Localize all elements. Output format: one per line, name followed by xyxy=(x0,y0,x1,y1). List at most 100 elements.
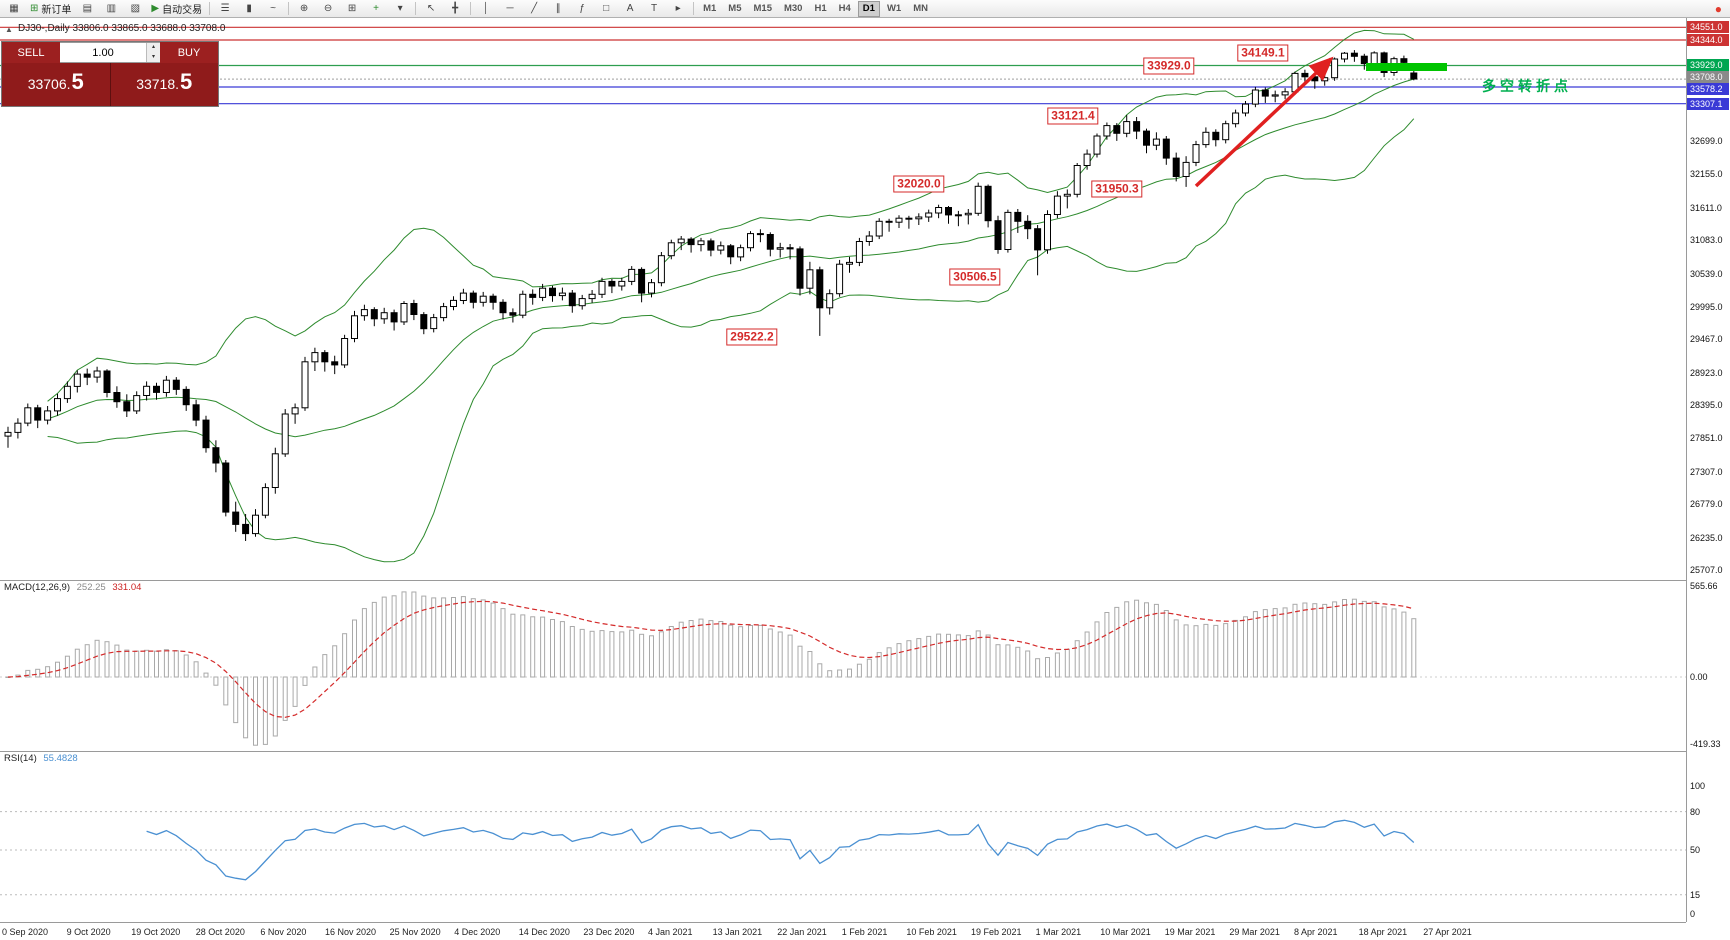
navigator-icon[interactable]: ▧ xyxy=(124,0,146,17)
price-axis[interactable]: 32699.0 32155.0 31611.0 31083.0 30539.0 29995… xyxy=(1686,18,1730,922)
alert-icon[interactable]: ● xyxy=(1714,1,1722,16)
price-level-badge: 34551.0 xyxy=(1687,21,1729,34)
label-icon[interactable]: T xyxy=(643,0,665,17)
toolbar-separator xyxy=(209,2,211,15)
profiles-icon: ▤ xyxy=(82,2,93,14)
indicator-dropdown-icon: ▾ xyxy=(397,2,403,14)
chart-note[interactable]: 多空转折点 xyxy=(1482,78,1572,94)
new-order-button-label: 新订单 xyxy=(41,5,72,16)
price-axis-label: 32155.0 xyxy=(1690,169,1723,180)
price-annotation[interactable]: 33121.4 xyxy=(1047,107,1099,125)
timeframe-w1-button[interactable]: W1 xyxy=(886,3,902,14)
date-axis-label: 19 Feb 2021 xyxy=(971,927,1022,937)
rsi-axis-label: 80 xyxy=(1690,806,1701,817)
price-annotation[interactable]: 31950.3 xyxy=(1091,180,1143,198)
crosshair-icon[interactable]: ╋ xyxy=(444,0,466,17)
date-axis-label: 29 Mar 2021 xyxy=(1229,927,1280,937)
price-annotation[interactable]: 32020.0 xyxy=(893,175,945,193)
one-click-collapse-icon[interactable]: ▲ xyxy=(5,25,13,34)
indicator-dropdown-icon[interactable]: ▾ xyxy=(389,0,411,17)
fibonacci-icon: ƒ xyxy=(579,2,585,14)
arrows-tool-icon: ▸ xyxy=(675,2,681,14)
tile-windows-icon[interactable]: ⊞ xyxy=(341,0,363,17)
tile-windows-icon: ⊞ xyxy=(347,2,357,14)
date-axis-label: 0 Sep 2020 xyxy=(2,927,49,937)
bar-chart-type-icon: ☰ xyxy=(220,2,230,14)
toolbar-separator xyxy=(470,2,472,15)
price-axis-label: 29467.0 xyxy=(1690,334,1723,345)
cursor-icon[interactable]: ↖ xyxy=(420,0,442,17)
date-axis-label: 1 Feb 2021 xyxy=(841,927,888,937)
channel-icon[interactable]: ∥ xyxy=(547,0,569,17)
one-click-trading-panel: SELL ▴ ▾ BUY 33706.5 33718.5 xyxy=(2,42,218,106)
sell-button[interactable]: SELL xyxy=(2,42,60,63)
autotrading-icon: ▶ xyxy=(151,2,160,14)
chart-symbol-title: DJ30-,Daily 33806.0 33865.0 33688.0 3370… xyxy=(18,23,226,34)
indicators-icon[interactable]: + xyxy=(365,0,387,17)
rsi-panel[interactable] xyxy=(0,751,1686,921)
date-axis-label: 13 Jan 2021 xyxy=(712,927,763,937)
buy-button[interactable]: BUY xyxy=(160,42,218,63)
timeframe-d1-button[interactable]: D1 xyxy=(857,0,880,17)
vertical-line-icon[interactable]: │ xyxy=(475,0,497,17)
autotrading-button-label: 自动交易 xyxy=(162,5,203,16)
zoom-out-icon[interactable]: ⊖ xyxy=(317,0,339,17)
date-axis-label: 25 Nov 2020 xyxy=(389,927,441,937)
date-axis-label: 10 Mar 2021 xyxy=(1100,927,1151,937)
rsi-axis-label: 15 xyxy=(1690,889,1701,900)
price-axis-label: 29995.0 xyxy=(1690,301,1723,312)
price-axis-label: 26235.0 xyxy=(1690,532,1723,543)
date-axis-label: 1 Mar 2021 xyxy=(1035,927,1082,937)
price-axis-label: 28395.0 xyxy=(1690,400,1723,411)
price-annotation[interactable]: 29522.2 xyxy=(726,328,778,346)
date-axis-label: 9 Oct 2020 xyxy=(66,927,111,937)
market-watch-icon[interactable]: ▥ xyxy=(100,0,122,17)
buy-price[interactable]: 33718. 5 xyxy=(110,63,218,106)
timeframe-m15-button[interactable]: M15 xyxy=(753,3,772,14)
macd-axis-label: -419.33 xyxy=(1690,739,1721,750)
horizontal-line-icon[interactable]: ─ xyxy=(499,0,521,17)
arrows-tool-icon[interactable]: ▸ xyxy=(667,0,689,17)
timeframe-h1-button[interactable]: H1 xyxy=(814,3,827,14)
price-annotation[interactable]: 33929.0 xyxy=(1143,57,1195,75)
bar-chart-type-icon[interactable]: ☰ xyxy=(214,0,236,17)
trendline-icon[interactable]: ╱ xyxy=(523,0,545,17)
date-axis-label: 28 Oct 2020 xyxy=(195,927,245,937)
fibonacci-icon[interactable]: ƒ xyxy=(571,0,593,17)
autotrading-button[interactable]: ▶ 自动交易 xyxy=(148,0,205,17)
price-annotation[interactable]: 34149.1 xyxy=(1237,44,1289,62)
timeframe-mn-button[interactable]: MN xyxy=(913,3,928,14)
lot-spinner: ▴ ▾ xyxy=(146,43,160,62)
sell-price[interactable]: 33706. 5 xyxy=(2,63,111,106)
date-axis-label: 10 Feb 2021 xyxy=(906,927,957,937)
time-axis[interactable]: 0 Sep 2020 9 Oct 2020 19 Oct 2020 28 Oct 20… xyxy=(0,922,1686,940)
price-axis-label: 31083.0 xyxy=(1690,235,1723,246)
zoom-in-icon[interactable]: ⊕ xyxy=(293,0,315,17)
label-icon: T xyxy=(651,2,658,14)
price-level-badge: 34344.0 xyxy=(1687,34,1729,47)
profiles-icon[interactable]: ▤ xyxy=(76,0,98,17)
indicators-icon: + xyxy=(373,2,380,14)
timeframe-m1-button[interactable]: M1 xyxy=(703,3,717,14)
price-axis-label: 25707.0 xyxy=(1690,565,1723,575)
new-chart-icon[interactable]: ▦ xyxy=(3,0,25,17)
horizontal-line-icon: ─ xyxy=(506,2,514,14)
shapes-icon[interactable]: □ xyxy=(595,0,617,17)
macd-signal-value: 331.04 xyxy=(112,582,142,593)
lot-size-input[interactable] xyxy=(60,43,146,62)
price-annotation[interactable]: 30506.5 xyxy=(949,268,1001,286)
timeframe-h4-button[interactable]: H4 xyxy=(838,3,851,14)
candlestick-chart-type-icon[interactable]: ▮ xyxy=(238,0,260,17)
lot-decrease-icon[interactable]: ▾ xyxy=(147,52,160,62)
date-axis-label: 4 Jan 2021 xyxy=(648,927,693,937)
timeframe-m5-button[interactable]: M5 xyxy=(728,3,742,14)
lot-increase-icon[interactable]: ▴ xyxy=(147,43,160,53)
date-axis-label: 19 Mar 2021 xyxy=(1164,927,1216,937)
new-order-button[interactable]: ⊞ 新订单 xyxy=(27,0,74,17)
macd-panel[interactable] xyxy=(0,580,1686,749)
main-chart-panel[interactable] xyxy=(0,18,1686,579)
timeframe-m30-button[interactable]: M30 xyxy=(783,3,803,14)
line-chart-type-icon[interactable]: ~ xyxy=(262,0,284,17)
price-axis-label: 26779.0 xyxy=(1690,499,1723,510)
text-icon[interactable]: A xyxy=(619,0,641,17)
